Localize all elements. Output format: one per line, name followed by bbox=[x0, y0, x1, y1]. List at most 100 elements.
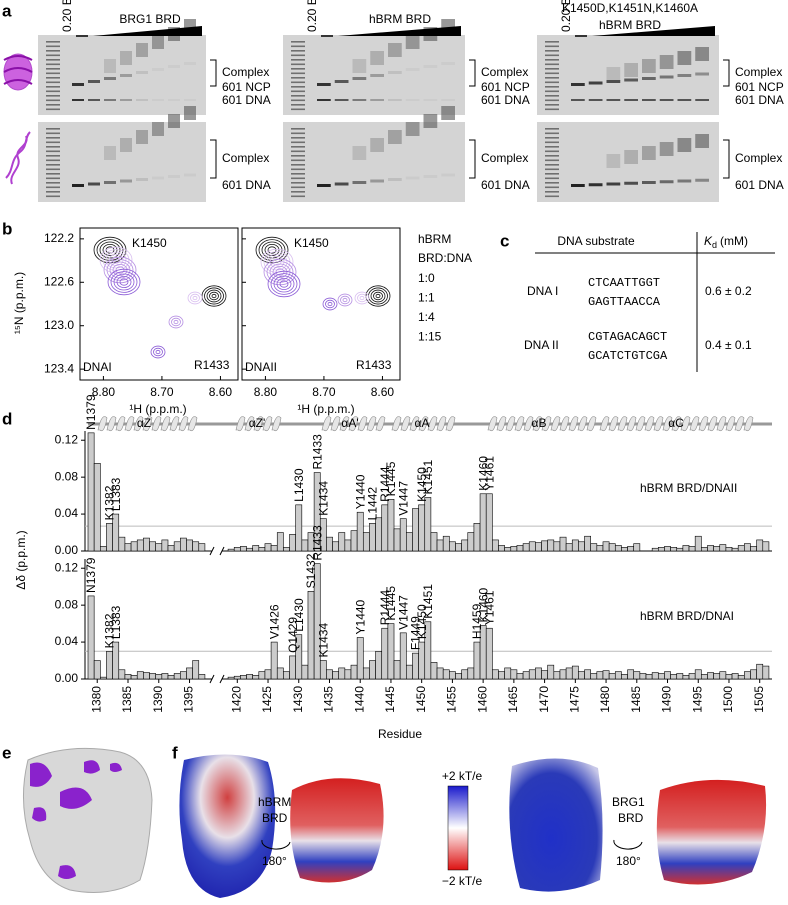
complex-smear bbox=[104, 59, 116, 73]
dna-band bbox=[184, 173, 196, 177]
ladder-band bbox=[291, 72, 305, 75]
series-label: hBRM BRD/DNAI bbox=[640, 609, 734, 623]
bar bbox=[233, 547, 241, 552]
ncp-band bbox=[606, 80, 621, 83]
bar bbox=[180, 671, 187, 680]
residue-label: K1434 bbox=[317, 481, 331, 516]
contour bbox=[173, 319, 179, 325]
bar bbox=[301, 539, 309, 552]
ladder-band bbox=[545, 195, 559, 198]
complex-smear bbox=[441, 106, 455, 120]
helix-turn bbox=[400, 416, 411, 432]
ladder-band bbox=[46, 150, 60, 153]
bar bbox=[424, 621, 432, 680]
x-axis-label: Residue bbox=[378, 727, 422, 741]
bar bbox=[627, 546, 635, 552]
bar bbox=[645, 674, 653, 680]
bar bbox=[406, 664, 413, 680]
bar bbox=[467, 532, 475, 552]
ladder-band bbox=[545, 72, 559, 75]
contour bbox=[359, 295, 365, 301]
bar bbox=[504, 667, 512, 680]
x-tick-label: 8.70 bbox=[312, 385, 336, 399]
ladder-band bbox=[46, 86, 60, 88]
ladder-band bbox=[291, 95, 305, 97]
bar bbox=[725, 547, 733, 552]
bar bbox=[155, 674, 163, 680]
bar bbox=[719, 671, 727, 680]
row-name: DNA I bbox=[527, 284, 558, 298]
bar bbox=[100, 676, 107, 680]
y-tick-label: 0.04 bbox=[55, 506, 79, 520]
dna-band bbox=[72, 184, 84, 187]
bar bbox=[381, 504, 389, 552]
bar bbox=[498, 671, 505, 680]
bar bbox=[707, 672, 714, 680]
sequence: GAGTTAACCA bbox=[588, 295, 661, 309]
bar bbox=[553, 541, 561, 552]
complex-smear bbox=[642, 146, 656, 160]
bar bbox=[744, 543, 751, 552]
y-tick-label: 122.2 bbox=[44, 231, 74, 245]
complex-smear bbox=[388, 130, 402, 144]
ncp-band bbox=[423, 65, 438, 68]
bar bbox=[737, 675, 745, 680]
bar bbox=[136, 671, 144, 680]
bar bbox=[756, 663, 764, 680]
x-tick-label: 1480 bbox=[598, 686, 612, 713]
ladder-band bbox=[291, 108, 305, 111]
gel bbox=[537, 122, 719, 202]
bar bbox=[246, 547, 253, 552]
residue-label: R1433 bbox=[310, 434, 324, 470]
band-label: 601 NCP bbox=[481, 80, 530, 94]
ladder-band bbox=[46, 45, 60, 48]
bar bbox=[762, 665, 770, 680]
complex-smear bbox=[405, 35, 420, 49]
helix-turn bbox=[689, 416, 700, 432]
bar bbox=[173, 673, 181, 680]
bar bbox=[406, 532, 413, 552]
ladder-band bbox=[291, 81, 305, 84]
ladder-band bbox=[545, 150, 559, 153]
ladder-band bbox=[46, 68, 60, 70]
ladder-band bbox=[46, 191, 60, 193]
sequence: CGTAGACAGCT bbox=[588, 330, 667, 344]
bar bbox=[547, 539, 555, 552]
table-header: Kd (mM) bbox=[704, 234, 748, 250]
ncp-band bbox=[695, 72, 709, 76]
bar bbox=[375, 517, 383, 552]
y-tick-label: 0.12 bbox=[55, 560, 79, 574]
bar bbox=[621, 674, 628, 680]
kd-symbol: K bbox=[704, 234, 713, 248]
contour bbox=[354, 291, 370, 305]
bar bbox=[473, 523, 481, 552]
y-axis-label: ¹⁵N (p.p.m.) bbox=[12, 272, 26, 334]
helix-turn bbox=[532, 416, 543, 432]
bar bbox=[332, 671, 340, 680]
bar bbox=[657, 673, 665, 680]
ladder-band bbox=[291, 159, 305, 162]
bar bbox=[762, 541, 770, 552]
dna-band bbox=[606, 99, 621, 101]
bar bbox=[528, 541, 536, 552]
contour bbox=[337, 293, 353, 307]
surface-left-rotated bbox=[290, 778, 384, 883]
ladder-band bbox=[291, 86, 305, 88]
y-tick-label: 0.04 bbox=[55, 634, 79, 648]
bar bbox=[498, 545, 505, 552]
dna-band bbox=[659, 99, 674, 101]
bar bbox=[522, 543, 530, 552]
bar bbox=[602, 541, 610, 552]
peak-label: K1450 bbox=[294, 236, 329, 250]
bar bbox=[227, 676, 235, 680]
helix-turn bbox=[653, 416, 664, 432]
helix-turn bbox=[496, 416, 507, 432]
contour bbox=[279, 280, 289, 288]
ladder-band bbox=[291, 132, 305, 135]
complex-smear bbox=[606, 154, 621, 168]
dna-band bbox=[677, 99, 692, 101]
dna-band bbox=[72, 99, 84, 101]
bar bbox=[264, 669, 272, 680]
